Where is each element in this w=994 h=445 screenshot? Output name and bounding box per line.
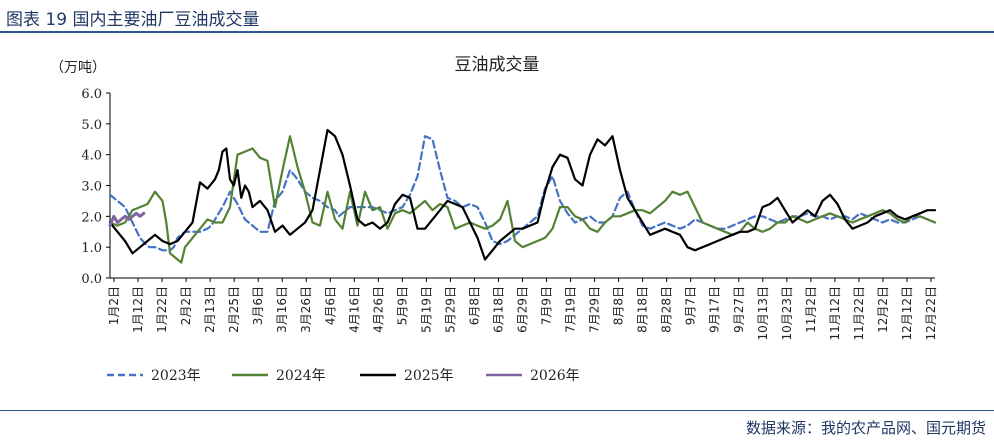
x-tick-label: 12月22日 [924, 286, 938, 341]
x-tick-label: 10月13日 [756, 286, 770, 341]
x-tick-label: 7月19日 [564, 286, 578, 333]
y-tick-label: 3.0 [81, 180, 102, 195]
x-tick-label: 8月18日 [636, 286, 650, 333]
x-tick-label: 10月23日 [780, 286, 794, 341]
line-chart: 0.0 1.0 2.0 3.0 4.0 5.0 6.0 1月2日 1月12日 1月22日 2月2日 2… [81, 87, 938, 384]
x-tick-label: 5月19日 [419, 286, 433, 333]
legend-label: 2023年 [151, 368, 201, 384]
figure-caption: 图表 19 国内主要油厂豆油成交量 [6, 10, 260, 30]
x-tick-label: 12月2日 [876, 286, 890, 333]
series-line-2024年 [108, 135, 937, 264]
x-tick-label: 6月29日 [516, 286, 530, 333]
x-tick-label: 1月2日 [107, 286, 121, 325]
y-tick-label: 2.0 [81, 210, 102, 225]
x-tick-label: 2月25日 [227, 286, 241, 333]
x-tick-label: 4月26日 [371, 286, 385, 333]
x-tick-label: 3月26日 [299, 286, 313, 333]
x-tick-label: 1月22日 [155, 286, 169, 333]
legend-label: 2026年 [530, 368, 580, 384]
x-tick-label: 2月2日 [179, 286, 193, 325]
x-tick-label: 3月6日 [251, 286, 265, 325]
series-line-2026年 [108, 211, 146, 228]
header-divider [0, 31, 994, 33]
x-tick-label: 8月28日 [660, 286, 674, 333]
x-tick-label: 8月8日 [612, 286, 626, 325]
x-tick-label: 11月2日 [804, 286, 818, 333]
x-tick-label: 9月27日 [732, 286, 746, 333]
x-tick-label: 9月7日 [684, 286, 698, 325]
series-line-2025年 [108, 128, 937, 261]
x-tick-label: 3月16日 [275, 286, 289, 333]
x-tick-label: 11月12日 [828, 286, 842, 341]
x-tick-label: 2月13日 [203, 286, 217, 333]
legend-label: 2025年 [404, 368, 454, 384]
y-axis-unit-label: （万吨） [50, 60, 106, 76]
chart-title: 豆油成交量 [454, 55, 540, 75]
legend-label: 2024年 [276, 368, 326, 384]
footer-divider [0, 410, 994, 411]
x-tick-label: 1月12日 [131, 286, 145, 333]
data-source: 数据来源：我的农产品网、国元期货 [745, 419, 986, 437]
y-tick-label: 1.0 [81, 241, 102, 256]
y-tick-label: 5.0 [81, 118, 102, 133]
x-tick-label: 12月12日 [900, 286, 914, 341]
x-tick-label: 5月9日 [395, 286, 409, 325]
series-line-2023年 [108, 135, 937, 252]
x-tick-label: 5月29日 [443, 286, 457, 333]
x-tick-label: 7月29日 [588, 286, 602, 333]
figure-header: 图表 19 国内主要油厂豆油成交量 [0, 0, 994, 33]
x-tick-label: 6月18日 [491, 286, 505, 333]
y-tick-label: 6.0 [81, 87, 102, 102]
x-tick-label: 7月9日 [540, 286, 554, 325]
x-tick-label: 9月17日 [708, 286, 722, 333]
y-tick-label: 0.0 [81, 272, 102, 287]
x-tick-label: 4月6日 [323, 286, 337, 325]
x-tick-label: 11月22日 [852, 286, 866, 341]
x-tick-label: 6月8日 [467, 286, 481, 325]
x-tick-label: 4月16日 [347, 286, 361, 333]
y-tick-label: 4.0 [81, 149, 102, 164]
